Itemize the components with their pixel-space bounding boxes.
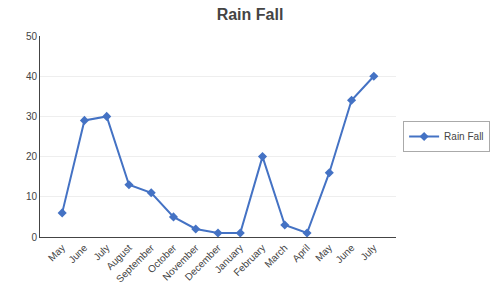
svg-text:May: May: [313, 242, 334, 263]
svg-text:May: May: [46, 242, 67, 263]
svg-text:Rain Fall: Rain Fall: [444, 131, 483, 142]
svg-text:March: March: [262, 242, 289, 269]
svg-text:July: July: [91, 242, 111, 262]
svg-text:January: January: [212, 242, 245, 275]
svg-text:December: December: [183, 242, 224, 283]
svg-text:50: 50: [26, 31, 38, 42]
svg-text:10: 10: [26, 191, 38, 202]
svg-text:November: November: [160, 242, 201, 283]
svg-text:July: July: [358, 242, 378, 262]
svg-text:September: September: [114, 242, 157, 285]
svg-text:April: April: [290, 242, 312, 264]
svg-text:June: June: [333, 242, 356, 265]
svg-text:February: February: [231, 242, 267, 278]
svg-text:October: October: [145, 242, 178, 275]
svg-text:0: 0: [31, 232, 37, 243]
svg-text:Rain Fall: Rain Fall: [217, 6, 284, 23]
svg-text:20: 20: [26, 151, 38, 162]
svg-text:40: 40: [26, 71, 38, 82]
svg-text:June: June: [66, 242, 89, 265]
svg-text:August: August: [104, 242, 134, 272]
svg-text:30: 30: [26, 111, 38, 122]
